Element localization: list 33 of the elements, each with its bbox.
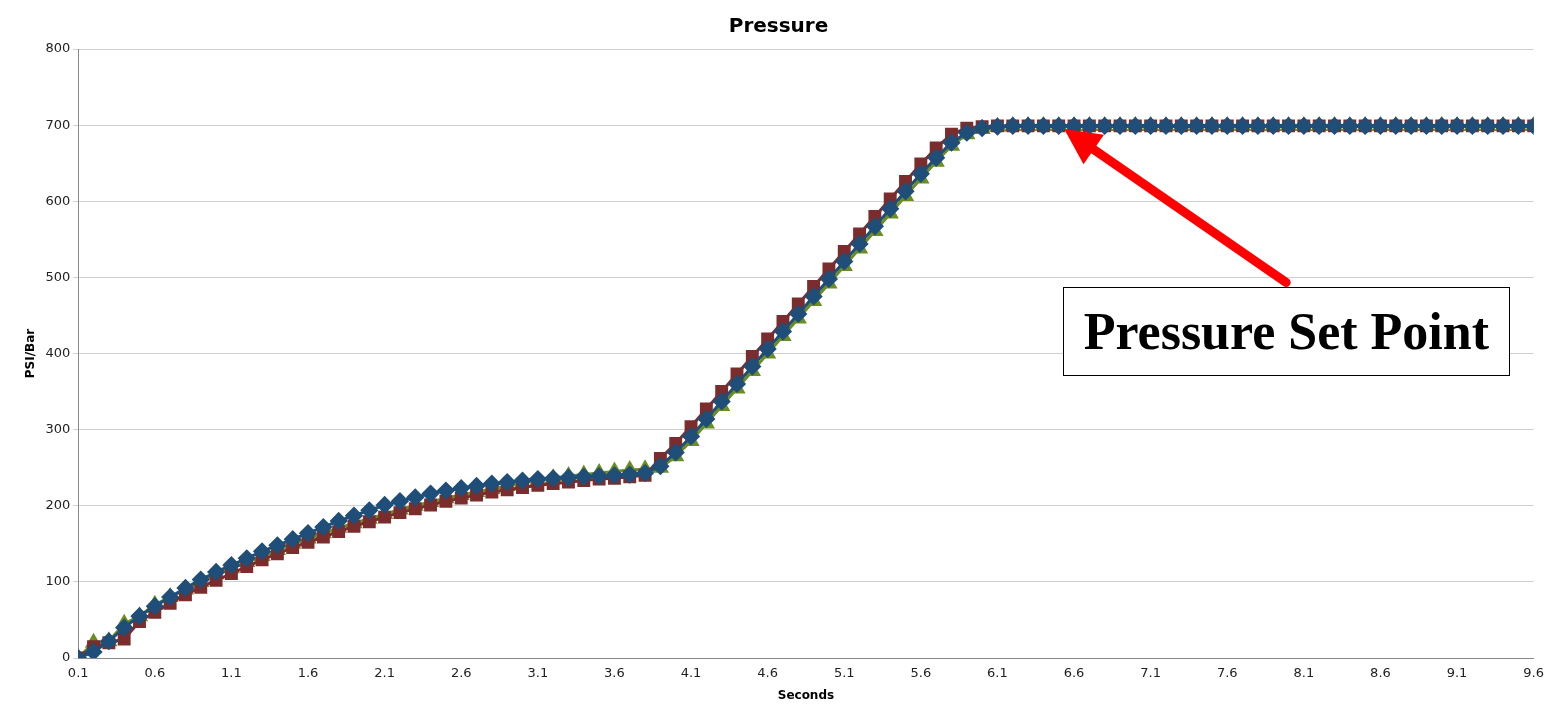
- y-tick-label: 600: [45, 192, 71, 208]
- x-axis-title: Seconds: [777, 687, 835, 702]
- annotation: Pressure Set Point: [1062, 286, 1511, 376]
- x-tick-label: 4.1: [680, 665, 702, 681]
- x-tick-label: 1.6: [297, 665, 319, 681]
- x-tick-label: 0.6: [144, 665, 166, 681]
- x-tick-label: 2.1: [374, 665, 395, 681]
- x-tick-label: 9.6: [1523, 665, 1545, 681]
- x-tick-label: 4.6: [757, 665, 778, 681]
- x-tick-label: 8.6: [1370, 665, 1391, 681]
- y-tick-label: 700: [45, 116, 71, 132]
- y-tick-label: 300: [45, 421, 71, 436]
- x-tick-label: 2.6: [450, 665, 472, 681]
- x-tick-label: 6.1: [987, 665, 1008, 681]
- x-tick-label: 5.6: [910, 665, 932, 681]
- x-tick-label: 7.1: [1140, 665, 1161, 681]
- x-tick-label: 0.1: [67, 665, 89, 681]
- y-tick-label: 800: [45, 40, 71, 56]
- y-tick-label: 200: [45, 497, 71, 513]
- y-axis-title: PSI/Bar: [23, 328, 38, 379]
- x-tick-label: 7.6: [1216, 665, 1238, 681]
- x-tick-label: 8.1: [1293, 665, 1315, 681]
- x-tick-label: 3.6: [604, 665, 625, 681]
- y-tick-label: 400: [45, 344, 71, 360]
- y-tick-label: 500: [45, 268, 71, 284]
- x-tick-label: 5.1: [833, 665, 855, 681]
- x-tick-label: 6.6: [1063, 665, 1085, 681]
- chart-title: Pressure: [728, 13, 829, 38]
- y-tick-label: 100: [45, 573, 71, 589]
- y-tick-label: 0: [61, 649, 71, 665]
- x-tick-label: 3.1: [527, 665, 549, 681]
- x-tick-label: 9.1: [1446, 665, 1468, 681]
- x-tick-label: 1.1: [221, 665, 242, 681]
